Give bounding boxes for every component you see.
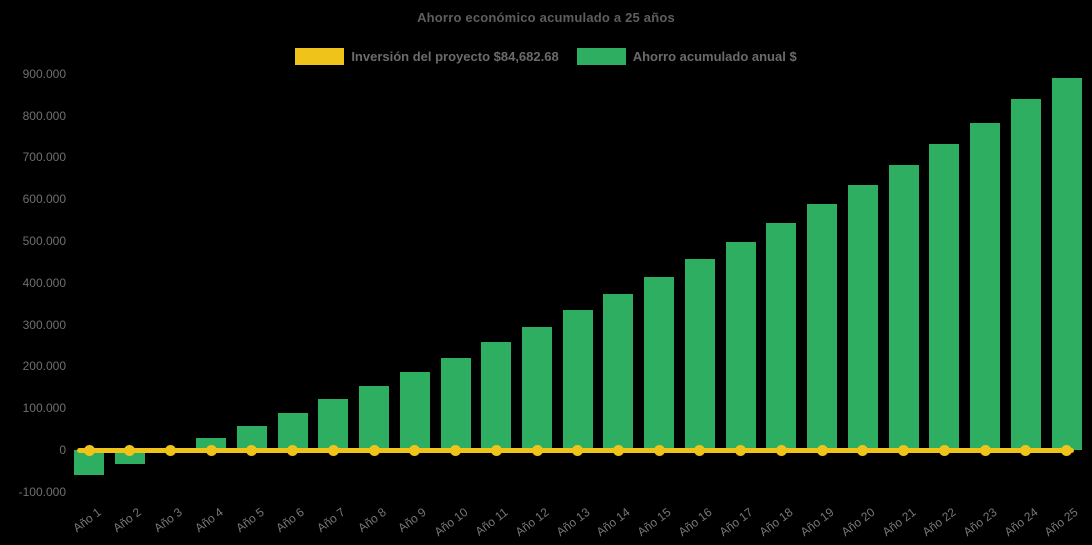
legend-item-savings: Ahorro acumulado anual $ <box>576 48 797 65</box>
investment-swatch <box>295 48 345 65</box>
y-axis-tick-label: 200.000 <box>22 359 66 374</box>
x-axis-tick-label: Año 8 <box>355 505 389 536</box>
y-axis-tick-label: 800.000 <box>22 108 66 123</box>
x-axis-tick-label: Año 21 <box>879 505 919 540</box>
investment-line-marker <box>979 444 991 456</box>
savings-bar-año-13 <box>562 309 593 450</box>
x-axis-tick-label: Año 11 <box>472 505 511 539</box>
x-axis-tick-label: Año 19 <box>797 505 837 540</box>
investment-line-marker <box>450 444 462 456</box>
investment-line-marker <box>287 444 299 456</box>
x-axis-tick-label: Año 15 <box>634 505 674 540</box>
savings-bar-año-22 <box>929 144 960 450</box>
investment-line-marker <box>246 444 258 456</box>
legend: Inversión del proyecto $84,682.68 Ahorro… <box>0 48 1092 65</box>
investment-line-marker <box>612 444 624 456</box>
legend-label-savings: Ahorro acumulado anual $ <box>632 49 797 64</box>
savings-swatch <box>576 48 626 65</box>
investment-line-marker <box>572 444 584 456</box>
savings-bar-año-6 <box>277 413 308 450</box>
investment-line-marker <box>327 444 339 456</box>
x-axis-tick-label: Año 24 <box>1001 505 1041 540</box>
x-axis-tick-label: Año 9 <box>395 505 430 536</box>
savings-bar-año-11 <box>481 342 512 450</box>
x-axis-tick-label: Año 14 <box>594 505 633 540</box>
savings-bar-año-18 <box>766 223 797 450</box>
savings-bar-año-21 <box>888 164 919 450</box>
x-axis-tick-label: Año 7 <box>314 505 348 536</box>
investment-line-marker <box>694 444 706 456</box>
y-axis-tick-label: -100.000 <box>18 484 66 499</box>
investment-line-marker <box>653 444 665 456</box>
legend-label-investment: Inversión del proyecto $84,682.68 <box>351 49 559 64</box>
savings-bar-año-9 <box>399 371 430 450</box>
x-axis-tick-label: Año 1 <box>69 505 104 536</box>
x-axis-tick-label: Año 16 <box>675 505 715 540</box>
x-axis-tick-label: Año 23 <box>960 505 1000 540</box>
investment-line-marker <box>205 444 217 456</box>
x-axis-tick-label: Año 12 <box>512 505 552 540</box>
y-axis-tick-label: 900.000 <box>22 66 66 81</box>
savings-bar-año-8 <box>359 386 390 450</box>
investment-line-marker <box>164 444 176 456</box>
investment-line-marker <box>83 444 95 456</box>
savings-bar-año-4 <box>196 438 227 450</box>
savings-bar-año-17 <box>725 241 756 450</box>
x-axis-tick-label: Año 10 <box>431 505 471 540</box>
x-axis-tick-label: Año 25 <box>1042 505 1081 540</box>
savings-bar-año-7 <box>318 399 349 450</box>
y-axis-tick-label: 700.000 <box>22 150 66 165</box>
savings-bar-año-2 <box>114 450 145 464</box>
chart-title: Ahorro económico acumulado a 25 años <box>417 10 675 25</box>
savings-bar-año-14 <box>603 294 634 450</box>
y-axis-tick-label: 500.000 <box>22 234 66 248</box>
y-axis-tick-label: 600.000 <box>22 192 66 207</box>
x-axis-tick-label: Año 2 <box>110 505 145 536</box>
investment-line-marker <box>938 444 950 456</box>
savings-bar-año-19 <box>807 203 838 450</box>
y-axis-tick-label: 300.000 <box>22 317 66 332</box>
investment-line-marker <box>857 444 869 456</box>
savings-bar-año-10 <box>440 357 471 450</box>
investment-line-marker <box>1020 444 1032 456</box>
savings-bar-año-24 <box>1010 98 1041 450</box>
investment-line-marker <box>816 444 828 456</box>
x-axis-tick-label: Año 6 <box>273 505 308 536</box>
savings-bar-año-12 <box>522 326 553 450</box>
savings-bar-año-20 <box>847 184 878 450</box>
savings-bar-año-25 <box>1051 77 1082 450</box>
x-axis-tick-label: Año 20 <box>838 505 878 540</box>
investment-line-marker <box>1061 444 1073 456</box>
x-axis-tick-label: Año 5 <box>232 505 267 536</box>
x-axis-tick-label: Año 13 <box>553 505 593 540</box>
savings-bar-año-23 <box>970 122 1001 450</box>
savings-bar-año-15 <box>644 277 675 450</box>
investment-line-marker <box>531 444 543 456</box>
investment-line-marker <box>775 444 787 456</box>
investment-line-marker <box>490 444 502 456</box>
investment-line-marker <box>368 444 380 456</box>
investment-line-marker <box>124 444 136 456</box>
x-axis-tick-label: Año 22 <box>919 505 959 540</box>
investment-line-marker <box>409 444 421 456</box>
y-axis-tick-label: 0 <box>59 443 66 457</box>
y-axis-tick-label: 400.000 <box>22 275 66 290</box>
investment-line-marker <box>898 444 910 456</box>
savings-bar-año-16 <box>684 259 715 450</box>
investment-line-marker <box>735 444 747 456</box>
x-axis-tick-label: Año 3 <box>151 505 185 536</box>
x-axis-tick-label: Año 18 <box>757 505 796 540</box>
x-axis-tick-label: Año 4 <box>192 505 226 536</box>
x-axis-tick-label: Año 17 <box>716 505 756 540</box>
legend-item-investment: Inversión del proyecto $84,682.68 <box>295 48 559 65</box>
y-axis-tick-label: 100.000 <box>22 401 66 416</box>
